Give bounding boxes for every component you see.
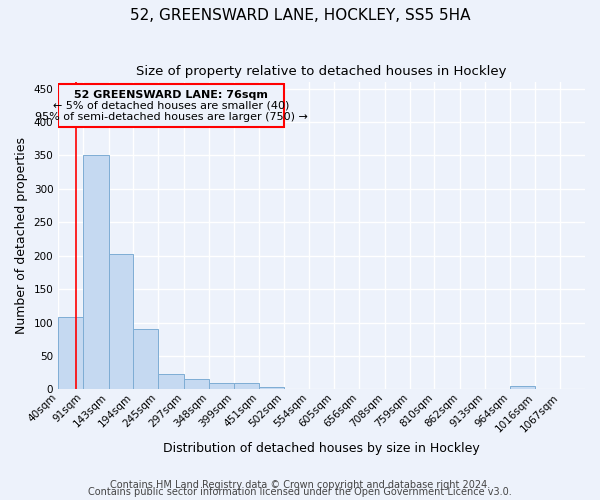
Bar xyxy=(83,156,109,390)
Bar xyxy=(184,380,209,390)
Bar xyxy=(510,386,535,390)
Bar xyxy=(259,387,284,390)
Text: 52 GREENSWARD LANE: 76sqm: 52 GREENSWARD LANE: 76sqm xyxy=(74,90,268,100)
Y-axis label: Number of detached properties: Number of detached properties xyxy=(15,137,28,334)
Bar xyxy=(158,374,184,390)
Bar xyxy=(233,384,259,390)
Text: ← 5% of detached houses are smaller (40): ← 5% of detached houses are smaller (40) xyxy=(53,100,289,110)
Text: 52, GREENSWARD LANE, HOCKLEY, SS5 5HA: 52, GREENSWARD LANE, HOCKLEY, SS5 5HA xyxy=(130,8,470,22)
Bar xyxy=(58,317,83,390)
X-axis label: Distribution of detached houses by size in Hockley: Distribution of detached houses by size … xyxy=(163,442,480,455)
Bar xyxy=(133,330,158,390)
Bar xyxy=(109,254,133,390)
Text: Contains public sector information licensed under the Open Government Licence v3: Contains public sector information licen… xyxy=(88,487,512,497)
Text: 95% of semi-detached houses are larger (750) →: 95% of semi-detached houses are larger (… xyxy=(35,112,307,122)
Title: Size of property relative to detached houses in Hockley: Size of property relative to detached ho… xyxy=(136,65,507,78)
Bar xyxy=(209,383,233,390)
Text: Contains HM Land Registry data © Crown copyright and database right 2024.: Contains HM Land Registry data © Crown c… xyxy=(110,480,490,490)
FancyBboxPatch shape xyxy=(58,84,284,128)
